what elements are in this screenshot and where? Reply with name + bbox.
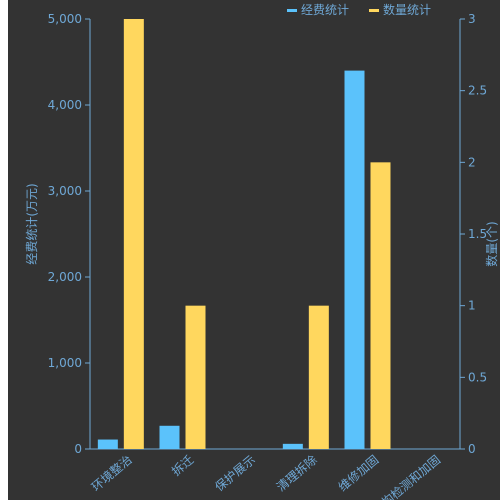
x-tick-label: 维修加固 — [335, 452, 381, 494]
y-right-tick-label: 0 — [468, 442, 476, 456]
legend-label: 数量统计 — [383, 2, 431, 17]
y-left-tick-label: 5,000 — [48, 12, 82, 26]
y-left-tick-label: 3,000 — [48, 184, 82, 198]
x-tick-label: 拆迁 — [168, 452, 196, 479]
y-right-tick-label: 0.5 — [468, 370, 487, 384]
bar-funding — [97, 439, 118, 449]
tick-labels: 0 1,000 2,000 3,000 4,000 5,000 0 0.5 1 1.5 2 2.5 3 经… — [25, 12, 499, 500]
y-right-tick-label: 1 — [468, 299, 476, 313]
bar-count — [123, 19, 144, 449]
x-tick-label: 保护展示 — [212, 453, 258, 495]
bar-funding — [344, 70, 365, 449]
legend-swatch — [369, 9, 379, 12]
y-right-axis-title: 数量(个) — [484, 221, 499, 266]
x-tick-label: 环境整治 — [88, 452, 134, 494]
bar-chart: 经费统计 数量统计 0 1,000 2,000 3,000 4,000 5,000 0 0.5 1… — [25, 2, 499, 500]
y-left-tick-label: 2,000 — [48, 270, 82, 284]
y-right-tick-label: 3 — [468, 12, 476, 26]
legend-label: 经费统计 — [301, 3, 349, 17]
bar-count — [308, 305, 329, 449]
x-tick-label: 结构检测和加固 — [369, 452, 443, 500]
y-left-tick-label: 1,000 — [48, 356, 82, 370]
axes — [85, 18, 465, 450]
y-left-tick-label: 4,000 — [48, 98, 82, 112]
y-right-tick-label: 1.5 — [468, 227, 487, 241]
legend-swatch — [287, 9, 297, 12]
y-right-tick-label: 2.5 — [468, 84, 487, 98]
bar-count — [185, 305, 206, 449]
y-left-axis-title: 经费统计(万元) — [25, 183, 39, 264]
y-right-tick-label: 2 — [468, 155, 476, 169]
y-left-tick-label: 0 — [74, 442, 82, 456]
bars — [97, 19, 391, 450]
bar-count — [370, 162, 391, 450]
bar-funding — [282, 443, 303, 449]
x-tick-label: 清理拆除 — [273, 452, 319, 494]
bar-funding — [159, 425, 180, 449]
legend: 经费统计 数量统计 — [287, 2, 431, 17]
chart-panel: 经费统计 数量统计 0 1,000 2,000 3,000 4,000 5,000 0 0.5 1… — [8, 0, 500, 500]
